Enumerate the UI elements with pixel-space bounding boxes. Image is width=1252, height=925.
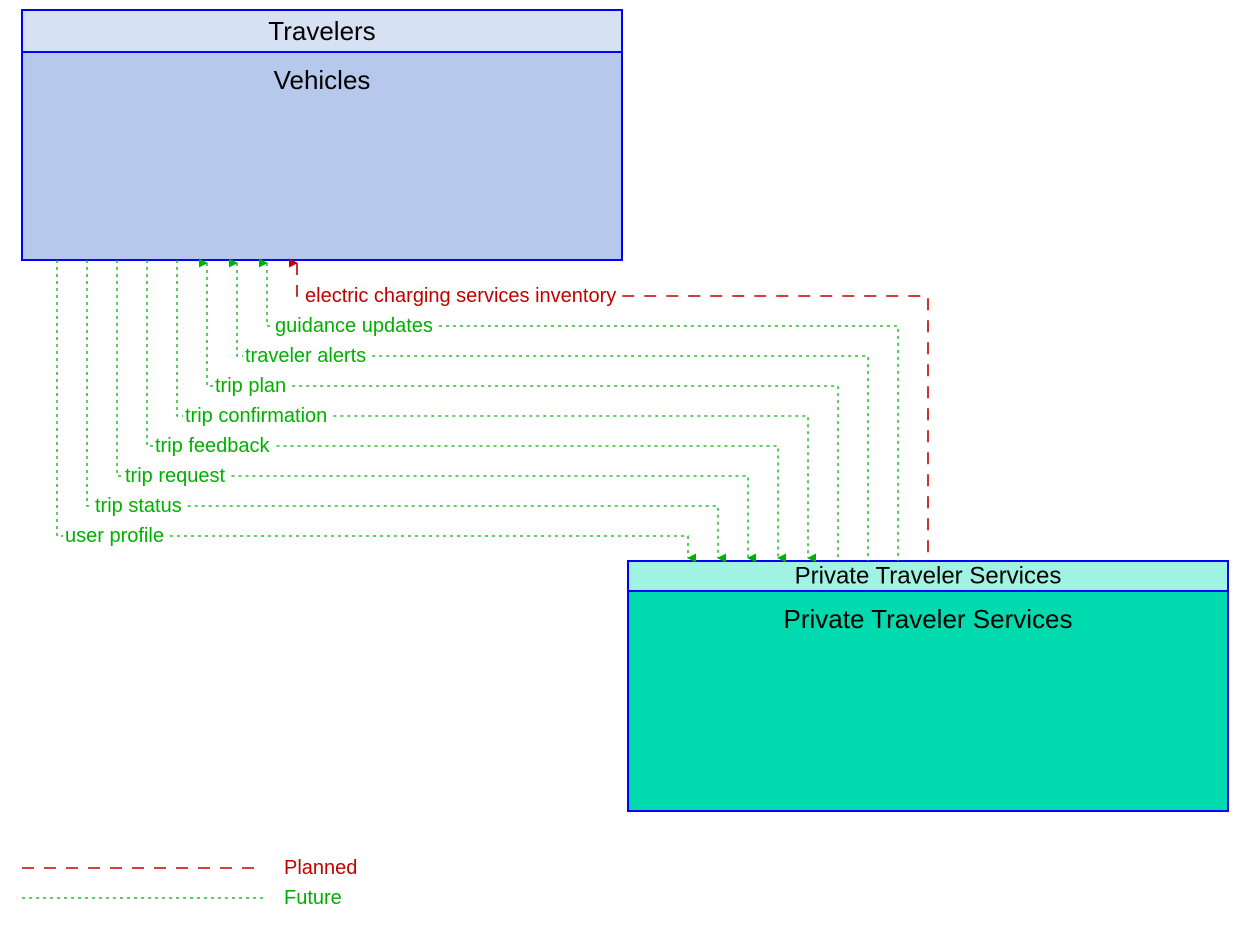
flow-line-6-left [117, 260, 123, 476]
flow-line-6-right [231, 476, 748, 558]
flow-line-2-right [372, 356, 868, 561]
flow-label-8: user profile [65, 525, 164, 547]
flow-line-3-left [207, 263, 213, 386]
flow-label-2: traveler alerts [245, 345, 366, 367]
flow-line-3-right [292, 386, 838, 561]
architecture-diagram: Travelers Vehicles Private Traveler Servic… [0, 0, 1252, 925]
private-subtitle: Private Traveler Services [784, 604, 1073, 634]
flow-line-4-right [333, 416, 808, 558]
private-title: Private Traveler Services [795, 563, 1062, 590]
flow-line-2-left [237, 263, 243, 356]
flow-line-8-left [57, 260, 63, 536]
travelers-subtitle: Vehicles [274, 65, 371, 95]
legend-label-planned: Planned [284, 857, 357, 879]
flow-line-7-right [188, 506, 718, 558]
flow-line-7-left [87, 260, 93, 506]
flow-label-4: trip confirmation [185, 405, 327, 427]
private-node: Private Traveler Services Private Travele… [628, 561, 1228, 811]
flow-line-0-right [622, 296, 928, 561]
flow-label-5: trip feedback [155, 435, 271, 457]
travelers-title: Travelers [268, 16, 375, 46]
flow-line-0-left [297, 263, 303, 296]
flow-label-7: trip status [95, 495, 182, 517]
flow-label-0: electric charging services inventory [305, 285, 616, 307]
flow-line-4-left [177, 260, 183, 416]
flow-label-6: trip request [125, 465, 225, 487]
travelers-node: Travelers Vehicles [22, 10, 622, 260]
flow-line-1-left [267, 263, 273, 326]
legend-label-future: Future [284, 887, 342, 909]
flow-line-5-left [147, 260, 153, 446]
flow-line-5-right [277, 446, 778, 558]
flow-line-8-right [170, 536, 688, 558]
flow-label-1: guidance updates [275, 315, 433, 337]
flow-line-1-right [439, 326, 898, 561]
flow-label-3: trip plan [215, 375, 286, 397]
